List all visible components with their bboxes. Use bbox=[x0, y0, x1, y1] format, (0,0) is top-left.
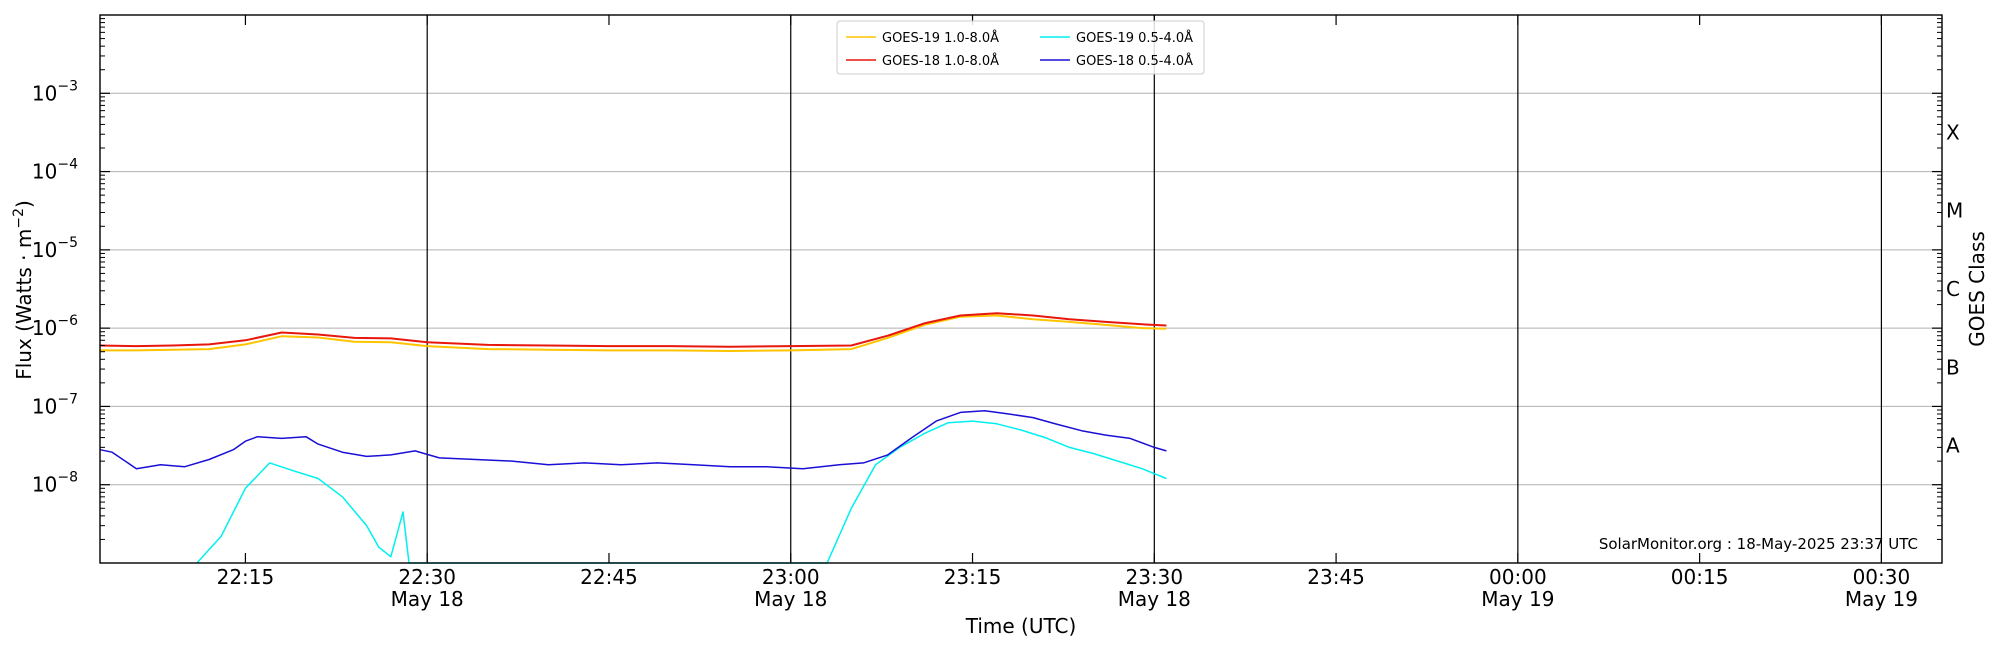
x-tick-label: 22:30 bbox=[398, 565, 456, 589]
series-line-2 bbox=[99, 312, 1167, 348]
series-line-3 bbox=[196, 420, 1167, 564]
x-axis-label: Time (UTC) bbox=[965, 614, 1077, 638]
gridlines bbox=[100, 92, 1942, 486]
x-tick-label: 00:30 bbox=[1853, 565, 1911, 589]
x-tick-label: 23:15 bbox=[944, 565, 1002, 589]
y-axis-label: Flux (Watts · m−2) bbox=[11, 200, 36, 380]
x-tick-label: 23:00 bbox=[762, 565, 820, 589]
credit-text: SolarMonitor.org : 18-May-2025 23:37 UTC bbox=[1599, 535, 1918, 553]
goes-class-x: X bbox=[1946, 120, 1960, 144]
plot-frame bbox=[99, 14, 1943, 564]
x-tick-label: 23:45 bbox=[1307, 565, 1365, 589]
goes-class-axis-label: GOES Class bbox=[1965, 231, 1989, 347]
y-tick-label: 10−6 bbox=[32, 313, 78, 340]
legend-label: GOES-18 0.5-4.0Å bbox=[1076, 53, 1193, 69]
goes-class-b: B bbox=[1946, 355, 1960, 379]
day-vertical-lines bbox=[426, 15, 1883, 563]
goes-class-m: M bbox=[1946, 199, 1963, 223]
legend: GOES-19 1.0-8.0Å GOES-18 1.0-8.0Å GOES-19 … bbox=[836, 20, 1205, 75]
y-axis-ticks: 10−8 10−7 10−6 10−5 10−4 10−3 bbox=[32, 18, 1942, 540]
x-tick-label: 22:15 bbox=[217, 565, 275, 589]
series-lines bbox=[99, 312, 1167, 564]
goes-class-c: C bbox=[1946, 277, 1960, 301]
x-tick-date-label: May 18 bbox=[391, 587, 464, 611]
legend-label: GOES-18 1.0-8.0Å bbox=[882, 53, 999, 69]
x-tick-label: 23:30 bbox=[1125, 565, 1183, 589]
y-tick-label: 10−8 bbox=[32, 470, 78, 497]
series-line-1 bbox=[100, 314, 1167, 352]
legend-box bbox=[836, 20, 1205, 75]
x-tick-label: 00:15 bbox=[1671, 565, 1729, 589]
legend-label: GOES-19 1.0-8.0Å bbox=[882, 30, 999, 46]
x-tick-date-label: May 19 bbox=[1845, 587, 1918, 611]
goes-class-a: A bbox=[1946, 434, 1960, 458]
y-tick-label: 10−7 bbox=[32, 391, 78, 418]
y-tick-label: 10−4 bbox=[32, 157, 78, 184]
x-tick-label: 22:45 bbox=[580, 565, 638, 589]
x-tick-label: 00:00 bbox=[1489, 565, 1547, 589]
goes-class-labels: A B C M X bbox=[1946, 120, 1963, 457]
x-tick-date-label: May 18 bbox=[1118, 587, 1191, 611]
x-tick-date-label: May 18 bbox=[754, 587, 827, 611]
x-tick-date-label: May 19 bbox=[1481, 587, 1554, 611]
series-line-4 bbox=[99, 410, 1167, 470]
y-tick-label: 10−3 bbox=[32, 78, 78, 105]
legend-label: GOES-19 0.5-4.0Å bbox=[1076, 30, 1193, 46]
y-tick-label: 10−5 bbox=[32, 235, 78, 262]
